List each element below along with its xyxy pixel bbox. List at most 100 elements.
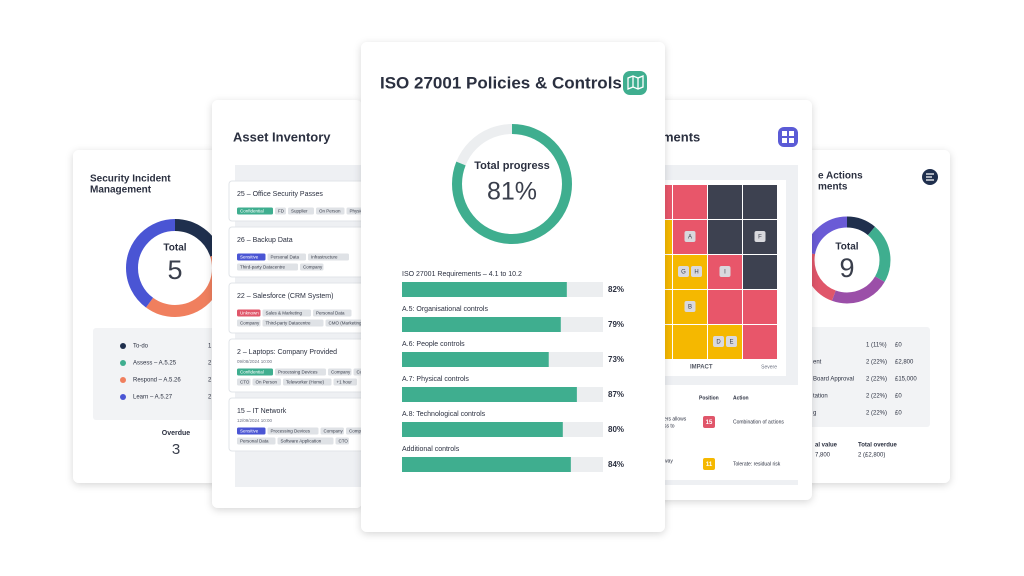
card-title: e Actions xyxy=(818,171,863,182)
tag xyxy=(325,319,369,327)
card-title: ments xyxy=(662,129,700,144)
progress-ring xyxy=(452,124,572,244)
card-title: Asset Inventory xyxy=(233,129,331,144)
icon-glyph xyxy=(926,173,934,181)
tag xyxy=(267,253,306,261)
bar-value: 82% xyxy=(608,285,624,294)
bar xyxy=(402,457,571,472)
row-count: 1 (11%) xyxy=(866,343,887,349)
score: 11 xyxy=(706,462,713,468)
footer-value: 2 (£2,800) xyxy=(858,453,885,459)
tag-label: Personal Data xyxy=(271,254,300,259)
card-title: ISO 27001 Policies & Controls xyxy=(380,73,622,92)
risk-marker-label: D xyxy=(716,339,721,345)
tag xyxy=(237,319,261,327)
asset-title: 15 – IT Network xyxy=(237,408,287,415)
asset-title: 22 – Salesforce (CRM System) xyxy=(237,293,333,300)
control-name: Additional controls xyxy=(402,446,460,453)
asset-item xyxy=(228,180,370,222)
tag xyxy=(237,437,276,445)
tag-label: Third-party Datacentre xyxy=(240,264,286,269)
tag-label: Sensitive xyxy=(240,428,259,433)
tag xyxy=(237,427,266,435)
donut-segment xyxy=(803,216,891,304)
tag-label: Sales & Marketing xyxy=(266,310,303,315)
row-count: 2 (22%) xyxy=(866,377,887,383)
incident-card xyxy=(73,150,223,483)
tag xyxy=(313,309,352,317)
tag-label: CTO xyxy=(240,379,250,384)
bar-value: 84% xyxy=(608,460,624,469)
bar-value: 80% xyxy=(608,425,624,434)
tag xyxy=(300,263,324,271)
row-text: ss to xyxy=(664,423,675,429)
legend-dot xyxy=(120,394,126,400)
icon-glyph xyxy=(789,131,794,136)
risk-marker xyxy=(684,231,696,242)
footer-label: Total overdue xyxy=(858,443,898,449)
tag xyxy=(335,437,349,445)
donut-segment xyxy=(803,216,891,304)
table-header: Action xyxy=(733,395,749,401)
bar xyxy=(402,352,549,367)
table-panel xyxy=(800,327,930,427)
row-label: tation xyxy=(813,394,828,400)
risk-marker-label: I xyxy=(724,269,726,275)
bar-value: 79% xyxy=(608,320,624,329)
legend-count: 1 xyxy=(208,344,212,350)
row-label: g xyxy=(813,411,816,417)
total-label: Total xyxy=(835,242,858,253)
tag xyxy=(237,309,261,317)
donut-segment xyxy=(803,216,891,304)
tag xyxy=(333,378,357,386)
tag xyxy=(275,368,326,376)
tag-label: Company xyxy=(303,264,323,269)
legend-label: Respond – A.5.26 xyxy=(133,378,181,384)
tag xyxy=(262,309,311,317)
table-panel xyxy=(660,385,798,480)
bar-value: 87% xyxy=(608,390,624,399)
bar xyxy=(402,387,577,402)
row-count: 2 (22%) xyxy=(866,360,887,366)
tag xyxy=(308,253,349,261)
row-count: 2 (22%) xyxy=(866,394,887,400)
legend-label: Learn – A.5.27 xyxy=(133,395,173,401)
axis-label: IMPACT xyxy=(690,365,713,371)
row-action: Combination of actions xyxy=(733,419,784,425)
icon-glyph xyxy=(782,131,787,136)
tag xyxy=(277,437,334,445)
tag-label: FD xyxy=(278,208,285,213)
total-value: 9 xyxy=(839,253,854,283)
tag-label: Company xyxy=(240,320,260,325)
heat-cell xyxy=(708,185,742,219)
control-name: ISO 27001 Requirements – 4.1 to 10.2 xyxy=(402,271,522,278)
tag-label: CMO (Marketing) xyxy=(329,320,364,325)
tag-label: Company xyxy=(324,428,344,433)
tag xyxy=(283,378,332,386)
risk-marker xyxy=(684,301,696,312)
risk-marker xyxy=(691,266,702,277)
tag xyxy=(320,427,344,435)
heat-cell xyxy=(743,185,777,219)
tag-label: Personal Data xyxy=(316,310,345,315)
risk-marker-label: B xyxy=(688,304,692,310)
heat-cell xyxy=(743,325,777,359)
asset-title: 25 – Office Security Passes xyxy=(237,191,323,198)
tag xyxy=(252,378,281,386)
risk-marker-label: E xyxy=(729,339,733,345)
tag-label: Third-party Datacentre xyxy=(266,320,312,325)
tag xyxy=(237,378,251,386)
tag-label: Infrastructure xyxy=(311,254,338,259)
axis-end: Severe xyxy=(761,364,777,370)
footer-label: al value xyxy=(815,443,838,449)
heat-cell xyxy=(673,325,707,359)
card-title: Management xyxy=(90,185,152,196)
risk-marker xyxy=(719,266,731,277)
score-badge xyxy=(703,416,715,428)
legend-count: 2 xyxy=(208,378,212,384)
tag xyxy=(237,253,266,261)
tag-label: Software Application xyxy=(281,438,322,443)
asset-title: 2 – Laptops: Company Provided xyxy=(237,349,337,356)
tag-label: On Person xyxy=(319,208,341,213)
tag xyxy=(288,207,314,215)
